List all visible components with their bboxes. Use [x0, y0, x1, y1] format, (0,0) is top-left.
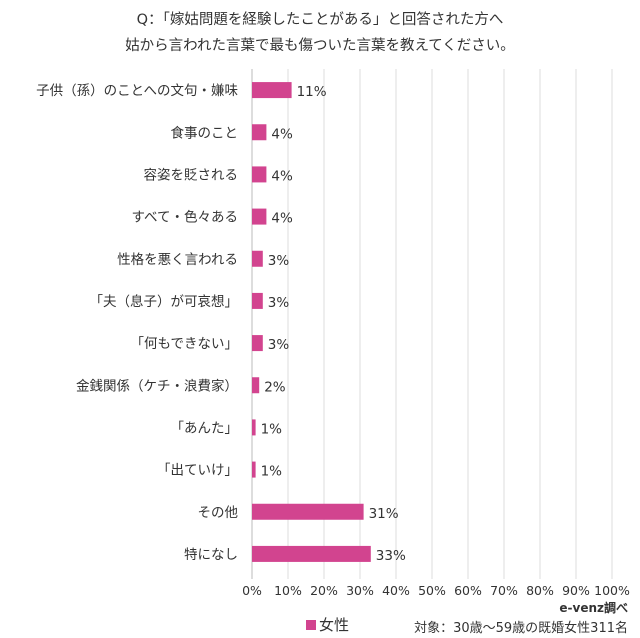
category-label: 「出ていけ」 [157, 463, 238, 479]
source-note: e-venz調べ [559, 601, 628, 615]
x-tick-label: 50% [418, 583, 446, 598]
category-label: 容姿を貶される [144, 166, 239, 183]
data-label: 33% [376, 548, 406, 564]
data-label: 4% [271, 126, 293, 142]
legend-swatch [306, 620, 316, 630]
category-label: その他 [198, 505, 239, 521]
data-label: 3% [268, 337, 290, 353]
bar [252, 335, 263, 352]
category-label: 特になし [184, 547, 238, 563]
legend: 女性 [306, 614, 349, 635]
bar [252, 545, 371, 562]
sample-note: 対象：30歳〜59歳の既婚女性311名 [414, 621, 628, 636]
category-label: 金銭関係（ケチ・浪費家） [76, 377, 238, 394]
chart-title-line-1: Q：「嫁姑問題を経験したことがある」と回答された方へ [136, 12, 504, 28]
x-tick-label: 40% [382, 583, 410, 598]
bar [252, 124, 267, 141]
category-label: 「夫（息子）が可哀想」 [90, 293, 239, 310]
data-label: 2% [264, 379, 286, 395]
bar [252, 208, 267, 225]
category-label: すべて・色々ある [131, 209, 238, 226]
x-tick-label: 80% [526, 583, 554, 598]
bar [252, 503, 364, 520]
bar [252, 82, 292, 99]
data-label: 3% [268, 295, 290, 311]
x-tick-label: 60% [454, 583, 482, 598]
x-tick-label: 30% [346, 583, 374, 598]
x-tick-label: 70% [490, 583, 518, 598]
bar [252, 377, 260, 394]
bar [252, 250, 263, 267]
legend-label: 女性 [319, 616, 350, 634]
category-label: 子供（孫）のことへの文句・嫌味 [36, 83, 238, 99]
category-label: 「あんた」 [171, 420, 239, 436]
category-label: 「何もできない」 [131, 336, 238, 352]
bar [252, 461, 256, 478]
data-label: 11% [297, 84, 327, 100]
category-label: 性格を悪く言われる [117, 252, 238, 268]
data-label: 1% [261, 421, 283, 437]
bar [252, 292, 263, 309]
bar [252, 166, 267, 183]
x-tick-label: 100% [594, 583, 630, 598]
bar [252, 419, 256, 436]
chart-title-line-2: 姑から言われた言葉で最も傷ついた言葉を教えてください。 [125, 38, 515, 54]
data-label: 4% [271, 211, 293, 227]
data-label: 1% [261, 464, 283, 480]
data-label: 4% [271, 168, 293, 184]
category-label: 食事のこと [171, 124, 239, 141]
data-label: 31% [369, 506, 399, 522]
x-tick-label: 0% [242, 583, 262, 598]
x-tick-label: 10% [274, 583, 302, 598]
x-tick-label: 20% [310, 583, 338, 598]
data-label: 3% [268, 253, 290, 269]
x-tick-label: 90% [562, 583, 590, 598]
